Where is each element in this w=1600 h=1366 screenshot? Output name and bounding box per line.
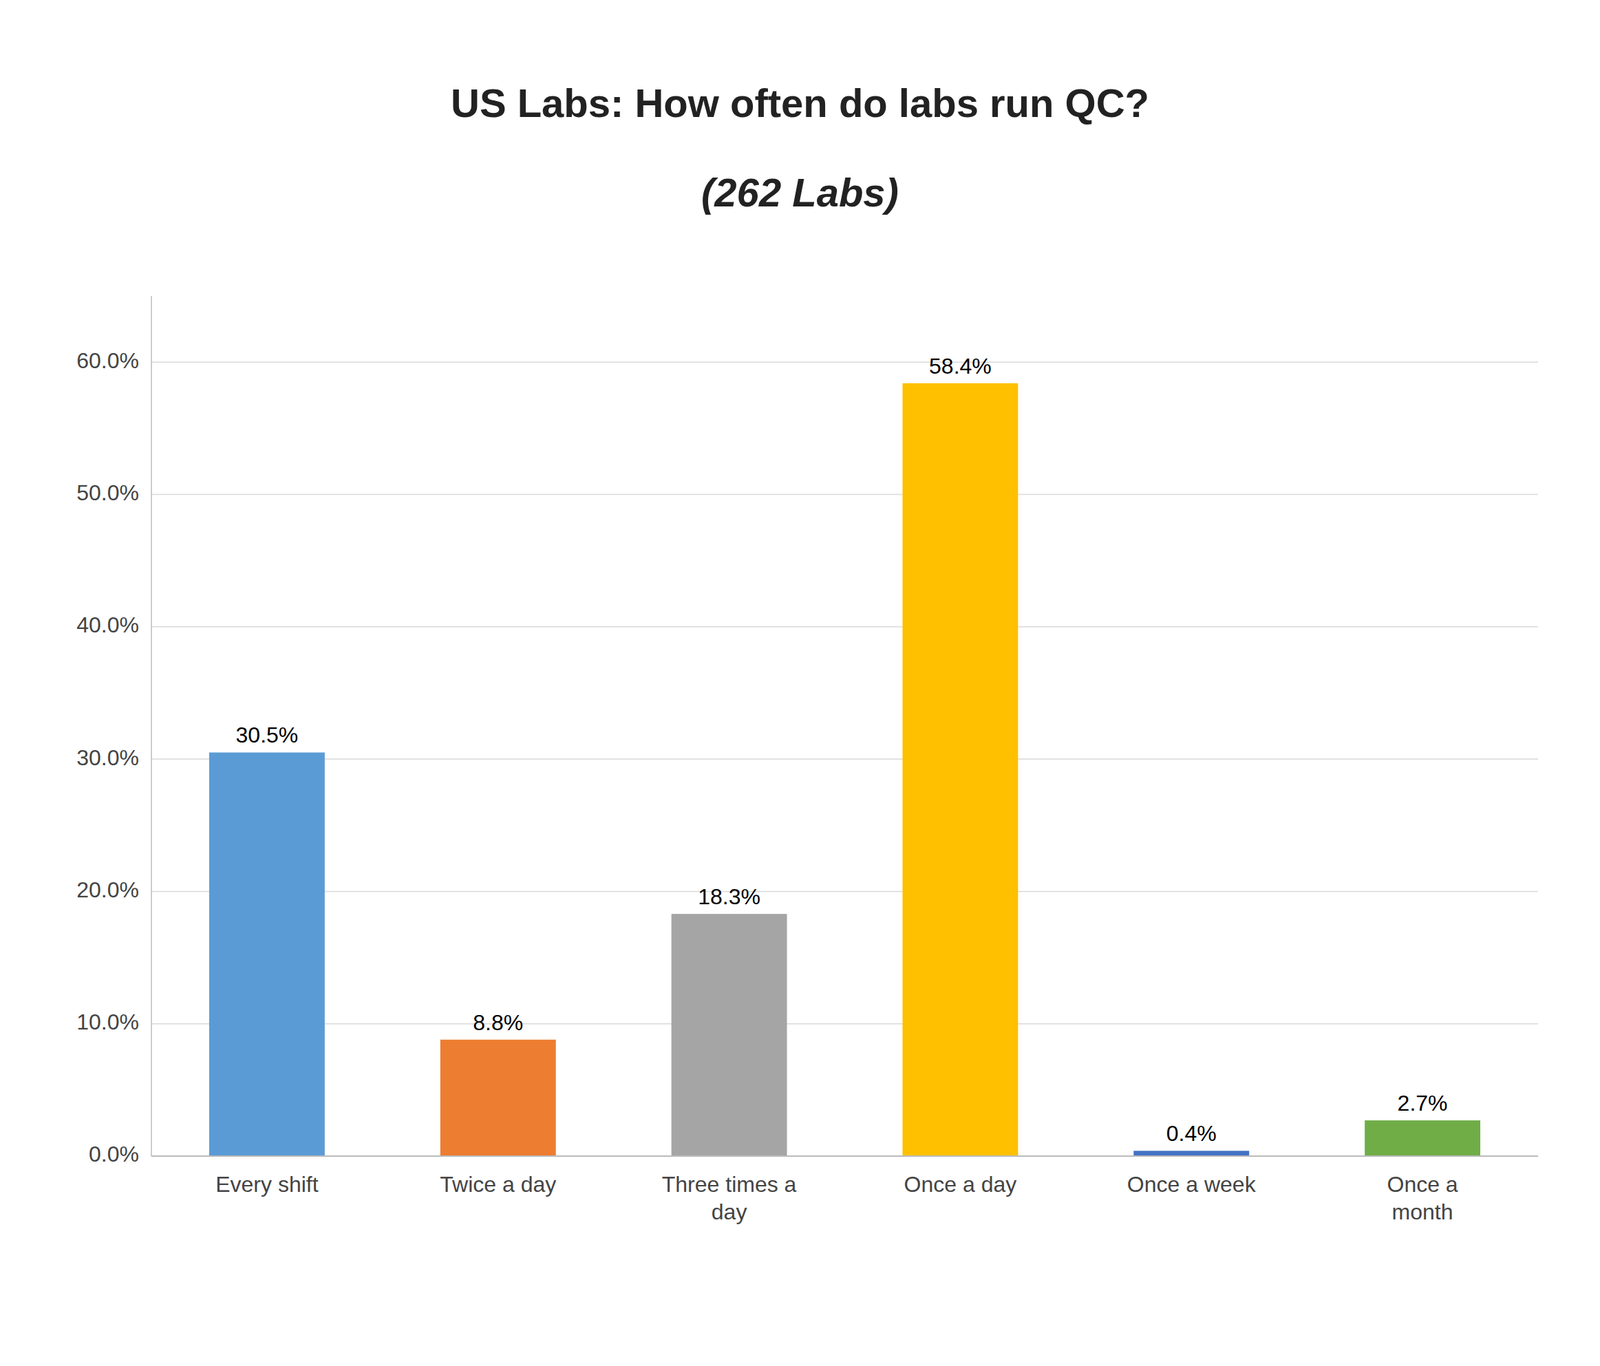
data-label: 0.4%: [1166, 1121, 1217, 1146]
y-tick-label: 20.0%: [76, 877, 140, 903]
x-tick-label-line: Twice a day: [439, 1171, 557, 1197]
y-tick-label: 60.0%: [76, 348, 140, 373]
data-label: 58.4%: [929, 353, 992, 379]
x-axis-line: [151, 1155, 1539, 1157]
bars: [209, 383, 1481, 1157]
bar: [671, 913, 788, 1157]
y-tick-label: 10.0%: [76, 1009, 140, 1035]
bar: [902, 383, 1018, 1157]
grid-line: [151, 626, 1539, 628]
grid-line: [151, 361, 1539, 363]
grid-line: [151, 758, 1539, 760]
x-tick-label: Once amonth: [1386, 1171, 1458, 1225]
background: [0, 0, 1600, 1366]
y-tick-label: 50.0%: [76, 480, 140, 506]
bar: [440, 1039, 557, 1157]
subtitle: (262 Labs): [701, 169, 899, 215]
y-tick-label: 0.0%: [88, 1141, 140, 1167]
chart-container: US Labs: How often do labs run QC? (262 L…: [0, 0, 1600, 1366]
x-tick-label: Once a day: [904, 1171, 1018, 1197]
x-tick-label-line: Every shift: [215, 1171, 318, 1197]
x-tick-label-line: Three times a: [662, 1171, 797, 1197]
x-tick-label: Once a week: [1127, 1171, 1257, 1197]
x-tick-label-line: Once a: [1386, 1171, 1458, 1197]
grid-line: [151, 1023, 1539, 1025]
x-axis: Every shift Twice a day Three times aday On…: [215, 1171, 1459, 1225]
grid-line: [151, 494, 1539, 496]
data-label: 2.7%: [1397, 1090, 1448, 1116]
data-label: 18.3%: [697, 884, 761, 910]
grid-line: [151, 891, 1539, 893]
grid: [151, 361, 1539, 1157]
x-tick-label: Three times aday: [662, 1171, 797, 1225]
data-label: 8.8%: [472, 1010, 524, 1036]
x-tick-label: Twice a day: [439, 1171, 557, 1197]
chart-svg: US Labs: How often do labs run QC? (262 L…: [0, 0, 1600, 1366]
y-tick-label: 40.0%: [76, 612, 140, 638]
data-labels: 30.5% 8.8% 18.3% 58.4% 0.4% 2.7%: [236, 353, 1448, 1146]
x-tick-label-line: day: [711, 1199, 748, 1225]
bar: [1133, 1150, 1250, 1157]
data-label: 30.5%: [236, 722, 299, 748]
y-tick-label: 30.0%: [76, 745, 140, 771]
x-tick-label-line: Once a day: [904, 1171, 1018, 1197]
x-tick-label-line: Once a week: [1127, 1171, 1257, 1197]
x-tick-label-line: month: [1392, 1199, 1454, 1225]
bar: [1364, 1120, 1481, 1157]
x-tick-label: Every shift: [215, 1171, 318, 1197]
y-axis-line: [150, 295, 153, 1157]
grid-line: [151, 1155, 1539, 1157]
bar: [209, 752, 325, 1157]
title: US Labs: How often do labs run QC?: [450, 80, 1150, 126]
y-axis: 0.0% 10.0% 20.0% 30.0% 40.0% 50.0% 60.0%: [76, 295, 152, 1167]
